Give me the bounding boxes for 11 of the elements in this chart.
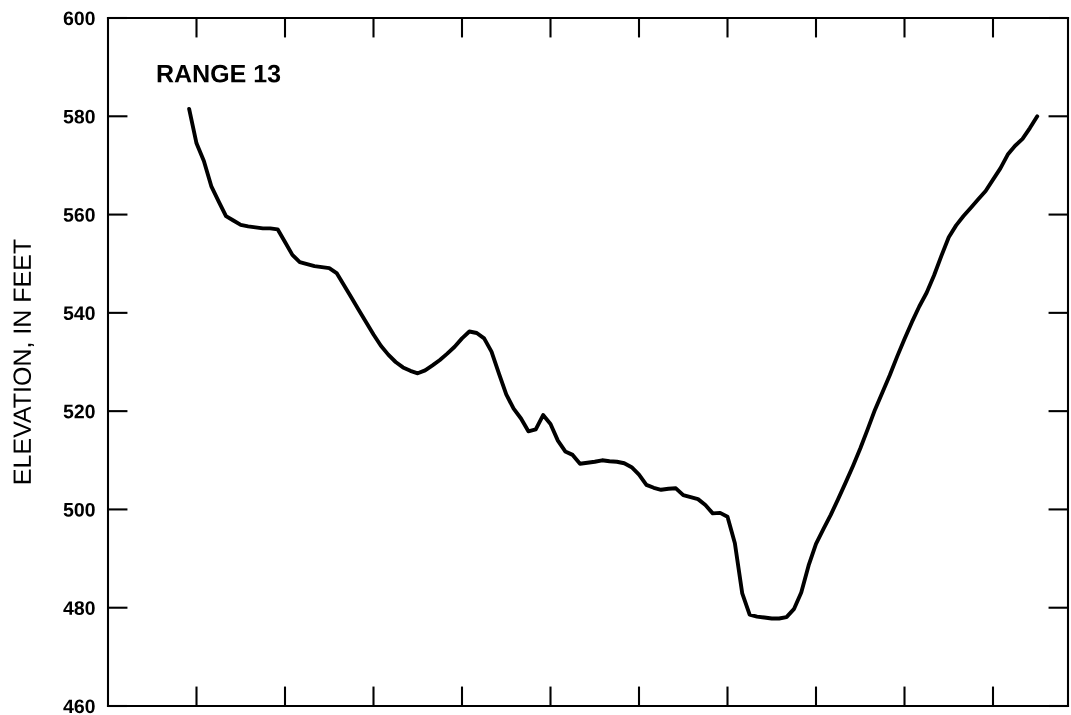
y-tick-label: 580 (63, 109, 95, 124)
y-tick-label: 480 (63, 601, 95, 615)
line-series (187, 106, 1040, 621)
y-tick-label: 500 (63, 502, 95, 517)
text: RANGE 13 (157, 64, 281, 83)
y-axis-title: ELEVATION, IN FEET (13, 239, 35, 484)
y-tick-label: 460 (63, 699, 95, 714)
y-tick-label: 540 (63, 306, 95, 321)
y-tick-label: 520 (63, 404, 95, 419)
y-tick-label: 560 (63, 208, 95, 222)
y-tick-label: 600 (63, 11, 95, 26)
